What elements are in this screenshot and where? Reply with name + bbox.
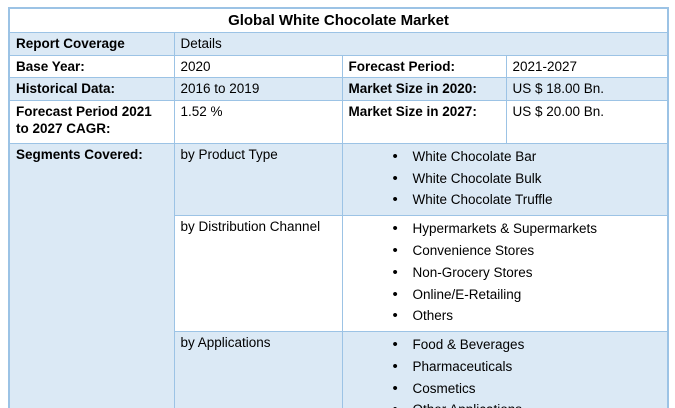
bullet-item: Pharmaceuticals — [393, 357, 662, 380]
cagr-label: Forecast Period 2021 to 2027 CAGR: — [8, 99, 175, 144]
forecast-period-value: 2021-2027 — [505, 55, 669, 79]
market-report-table: Global White Chocolate Market Report Cov… — [8, 7, 669, 408]
bullet-list: Food & Beverages Pharmaceuticals Cosmeti… — [349, 335, 662, 408]
market-size-2027-label: Market Size in 2027: — [341, 99, 507, 144]
bullet-item: Convenience Stores — [393, 241, 662, 264]
segments-covered-label: Segments Covered: — [8, 142, 175, 408]
title-row: Global White Chocolate Market — [8, 7, 669, 34]
bullet-item: Others — [393, 306, 662, 329]
historical-data-label: Historical Data: — [8, 77, 175, 101]
bullet-item: Food & Beverages — [393, 335, 662, 358]
forecast-period-label: Forecast Period: — [341, 55, 507, 79]
bullet-item: White Chocolate Truffle — [393, 190, 662, 213]
cagr-row: Forecast Period 2021 to 2027 CAGR: 1.52 … — [8, 99, 669, 144]
segments-distribution-row: by Distribution Channel Hypermarkets & S… — [9, 215, 669, 333]
segment-items-distribution: Hypermarkets & Supermarkets Convenience … — [341, 215, 669, 333]
table-title: Global White Chocolate Market — [8, 7, 669, 34]
segments-product-type-row: Segments Covered: by Product Type White … — [8, 142, 669, 408]
bullet-item: Hypermarkets & Supermarkets — [393, 219, 662, 242]
market-size-2020-value: US $ 18.00 Bn. — [505, 77, 669, 101]
segment-items-applications: Food & Beverages Pharmaceuticals Cosmeti… — [341, 331, 669, 408]
bullet-item: White Chocolate Bar — [393, 147, 662, 170]
bullet-list: White Chocolate Bar White Chocolate Bulk… — [349, 147, 662, 213]
segment-items-product-type: White Chocolate Bar White Chocolate Bulk… — [341, 142, 669, 217]
bullet-list: Hypermarkets & Supermarkets Convenience … — [349, 219, 662, 329]
historical-data-value: 2016 to 2019 — [173, 77, 343, 101]
market-size-2020-label: Market Size in 2020: — [341, 77, 507, 101]
bullet-item: White Chocolate Bulk — [393, 169, 662, 192]
report-coverage-value: Details — [173, 32, 669, 57]
cagr-value: 1.52 % — [173, 99, 343, 144]
bullet-item: Online/E-Retailing — [393, 285, 662, 308]
bullet-item: Cosmetics — [393, 379, 662, 402]
market-size-2027-value: US $ 20.00 Bn. — [505, 99, 669, 144]
segment-group-product-type: by Product Type — [173, 142, 343, 217]
historical-data-row: Historical Data: 2016 to 2019 Market Siz… — [8, 77, 669, 101]
report-coverage-label: Report Coverage — [8, 32, 175, 57]
bullet-item: Non-Grocery Stores — [393, 263, 662, 286]
bullet-item: Other Applications — [393, 400, 662, 408]
base-year-label: Base Year: — [8, 55, 175, 79]
base-year-value: 2020 — [173, 55, 343, 79]
coverage-row: Report Coverage Details — [8, 32, 669, 57]
segments-applications-row: by Applications Food & Beverages Pharmac… — [9, 331, 669, 408]
segment-group-applications: by Applications — [173, 331, 343, 408]
segment-group-distribution: by Distribution Channel — [173, 215, 343, 333]
base-year-row: Base Year: 2020 Forecast Period: 2021-20… — [8, 55, 669, 79]
